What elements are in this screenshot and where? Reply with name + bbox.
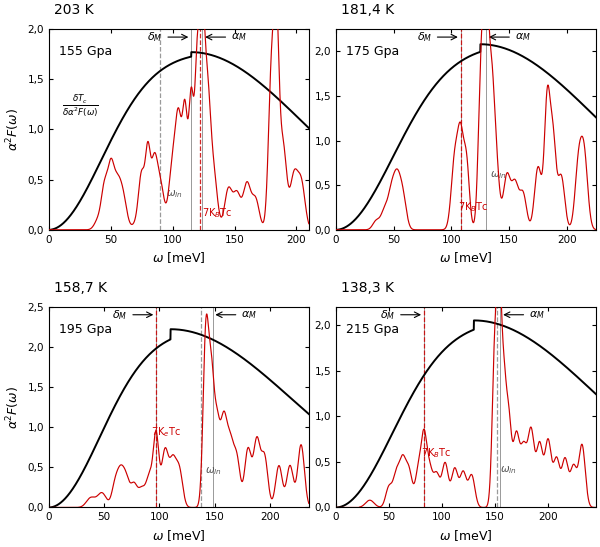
X-axis label: $\omega$ [meV]: $\omega$ [meV] — [439, 528, 493, 543]
Text: $\delta_M$: $\delta_M$ — [417, 30, 432, 44]
Text: 158,7 K: 158,7 K — [54, 281, 107, 295]
Text: $\omega_{ln}$: $\omega_{ln}$ — [205, 465, 221, 477]
X-axis label: $\omega$ [meV]: $\omega$ [meV] — [152, 250, 206, 265]
Text: $\omega_{ln}$: $\omega_{ln}$ — [490, 169, 506, 181]
X-axis label: $\omega$ [meV]: $\omega$ [meV] — [152, 528, 206, 543]
Text: 215 Gpa: 215 Gpa — [346, 323, 400, 336]
Text: $\delta_M$: $\delta_M$ — [147, 30, 163, 44]
Text: $\omega_{ln}$: $\omega_{ln}$ — [500, 464, 517, 475]
Text: $\alpha_M$: $\alpha_M$ — [231, 31, 247, 43]
Text: 7K$_B$Tc: 7K$_B$Tc — [458, 200, 488, 214]
Text: $\frac{\delta T_c}{\delta\alpha^2F(\omega)}$: $\frac{\delta T_c}{\delta\alpha^2F(\omeg… — [62, 94, 98, 119]
Text: 7K$_B$Tc: 7K$_B$Tc — [421, 446, 451, 460]
Text: 7K$_B$Tc: 7K$_B$Tc — [202, 206, 233, 220]
Text: $\alpha_M$: $\alpha_M$ — [529, 309, 545, 321]
Text: 203 K: 203 K — [54, 3, 94, 17]
Y-axis label: $\alpha^2F(\omega)$: $\alpha^2F(\omega)$ — [4, 108, 22, 151]
Text: 138,3 K: 138,3 K — [341, 281, 394, 295]
Text: $\delta_M$: $\delta_M$ — [380, 308, 395, 322]
Text: $\alpha_M$: $\alpha_M$ — [515, 31, 530, 43]
Text: 7K$_e$Tc: 7K$_e$Tc — [151, 426, 181, 439]
Text: 175 Gpa: 175 Gpa — [346, 45, 400, 58]
Text: $\alpha_M$: $\alpha_M$ — [241, 309, 257, 321]
Text: 155 Gpa: 155 Gpa — [59, 45, 112, 58]
X-axis label: $\omega$ [meV]: $\omega$ [meV] — [439, 250, 493, 265]
Text: 195 Gpa: 195 Gpa — [59, 323, 112, 336]
Y-axis label: $\alpha^2F(\omega)$: $\alpha^2F(\omega)$ — [4, 386, 22, 429]
Text: 181,4 K: 181,4 K — [341, 3, 394, 17]
Text: $\omega_{ln}$: $\omega_{ln}$ — [166, 188, 183, 200]
Text: $\delta_M$: $\delta_M$ — [112, 308, 128, 322]
